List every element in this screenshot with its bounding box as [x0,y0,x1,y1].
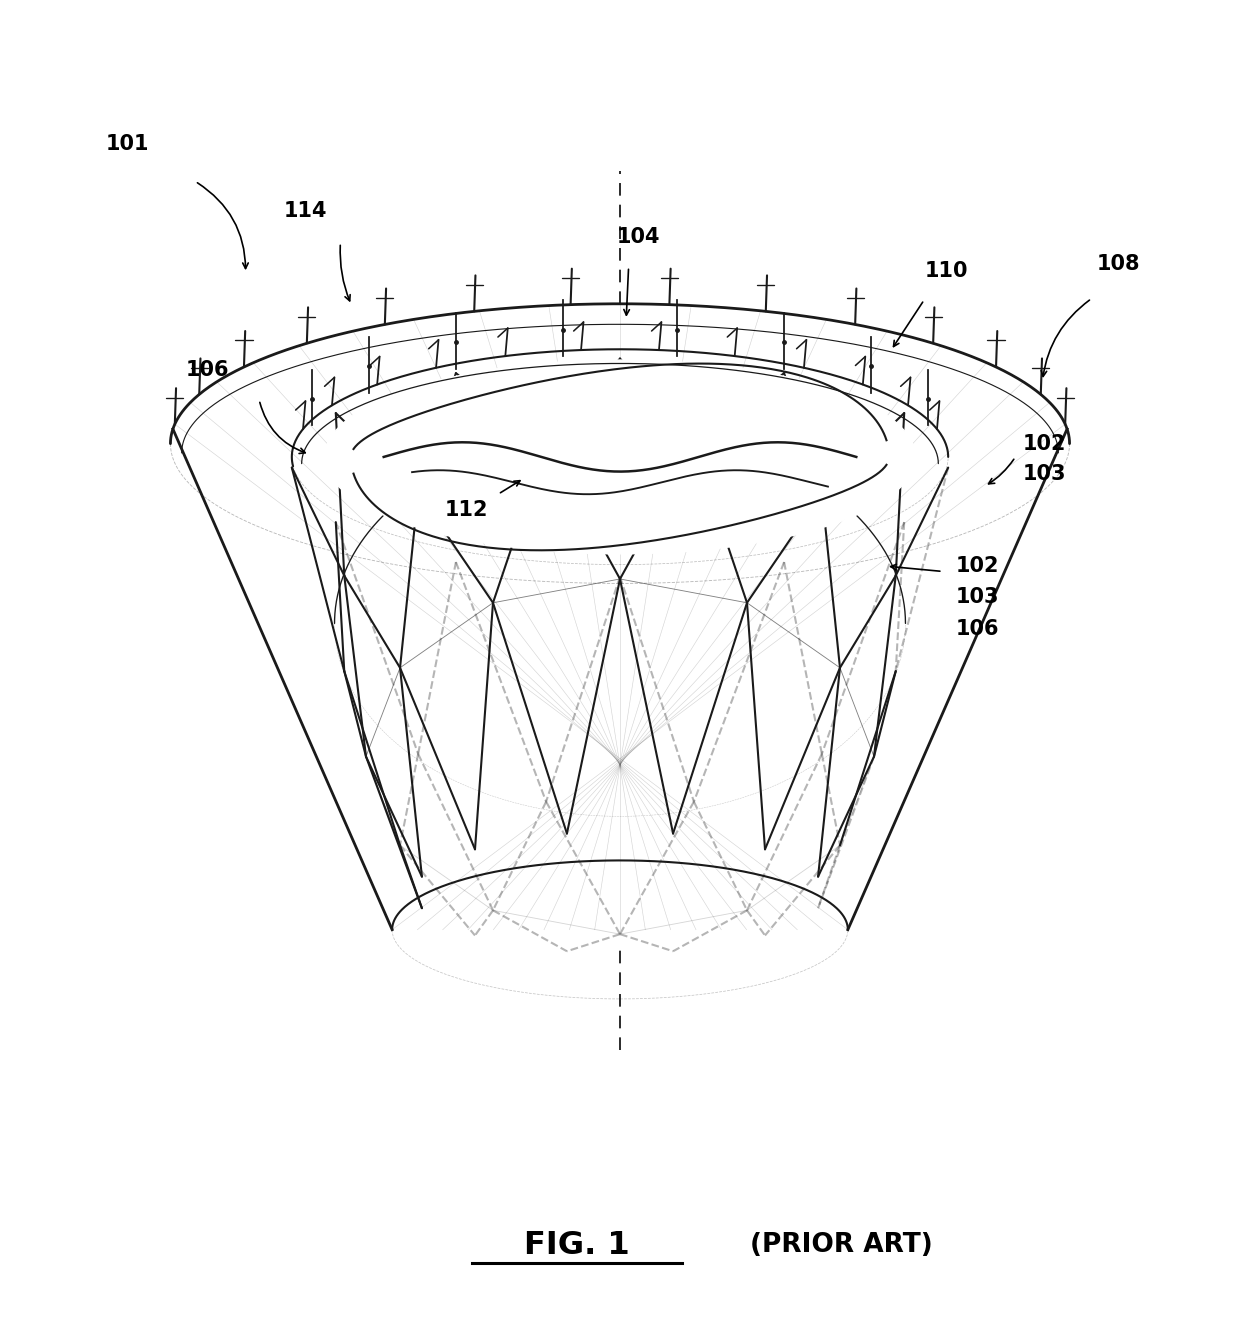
Polygon shape [325,360,915,553]
Text: 110: 110 [925,260,968,280]
Text: 104: 104 [616,228,660,247]
Text: 102: 102 [1023,434,1066,454]
Text: 112: 112 [444,500,487,520]
Text: 101: 101 [105,134,149,154]
Text: 106: 106 [956,619,999,639]
Text: 114: 114 [284,201,327,221]
Text: 108: 108 [1097,253,1141,273]
Text: 103: 103 [1023,464,1066,484]
Text: (PRIOR ART): (PRIOR ART) [750,1233,932,1258]
Text: 102: 102 [956,556,999,576]
Text: 103: 103 [956,587,999,607]
Text: 106: 106 [186,360,229,381]
Text: FIG. 1: FIG. 1 [525,1230,630,1261]
